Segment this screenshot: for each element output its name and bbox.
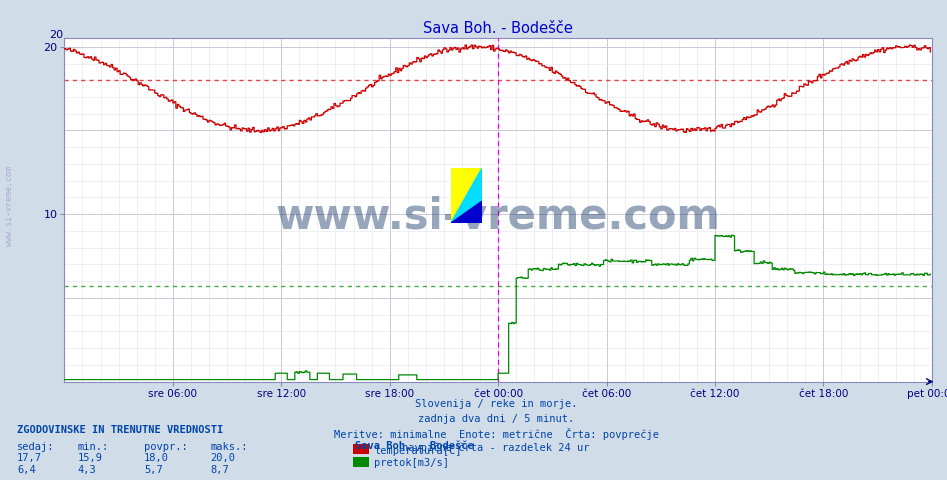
Text: navpična črta - razdelek 24 ur: navpična črta - razdelek 24 ur xyxy=(402,443,590,453)
Text: 15,9: 15,9 xyxy=(78,453,102,463)
Text: pretok[m3/s]: pretok[m3/s] xyxy=(374,458,449,468)
Text: 8,7: 8,7 xyxy=(210,465,229,475)
Text: Slovenija / reke in morje.: Slovenija / reke in morje. xyxy=(415,399,578,409)
Text: 17,7: 17,7 xyxy=(17,453,42,463)
Text: 18,0: 18,0 xyxy=(144,453,169,463)
Text: min.:: min.: xyxy=(78,442,109,452)
Text: Meritve: minimalne  Enote: metrične  Črta: povprečje: Meritve: minimalne Enote: metrične Črta:… xyxy=(333,428,659,440)
Text: 6,4: 6,4 xyxy=(17,465,36,475)
Text: ZGODOVINSKE IN TRENUTNE VREDNOSTI: ZGODOVINSKE IN TRENUTNE VREDNOSTI xyxy=(17,425,223,435)
Text: zadnja dva dni / 5 minut.: zadnja dva dni / 5 minut. xyxy=(419,414,574,424)
Text: 20,0: 20,0 xyxy=(210,453,235,463)
Polygon shape xyxy=(451,201,482,223)
Polygon shape xyxy=(451,168,482,223)
Title: Sava Boh. - Bodešče: Sava Boh. - Bodešče xyxy=(423,21,573,36)
Text: povpr.:: povpr.: xyxy=(144,442,188,452)
Text: sedaj:: sedaj: xyxy=(17,442,55,452)
Text: temperatura[C]: temperatura[C] xyxy=(374,446,461,456)
Text: 5,7: 5,7 xyxy=(144,465,163,475)
Text: maks.:: maks.: xyxy=(210,442,248,452)
Text: www.si-vreme.com: www.si-vreme.com xyxy=(276,196,721,238)
Polygon shape xyxy=(451,168,482,223)
Text: 20: 20 xyxy=(49,30,63,40)
Text: www.si-vreme.com: www.si-vreme.com xyxy=(5,167,14,246)
Text: Sava Boh. - Bodešče: Sava Boh. - Bodešče xyxy=(355,441,474,451)
Text: 4,3: 4,3 xyxy=(78,465,97,475)
